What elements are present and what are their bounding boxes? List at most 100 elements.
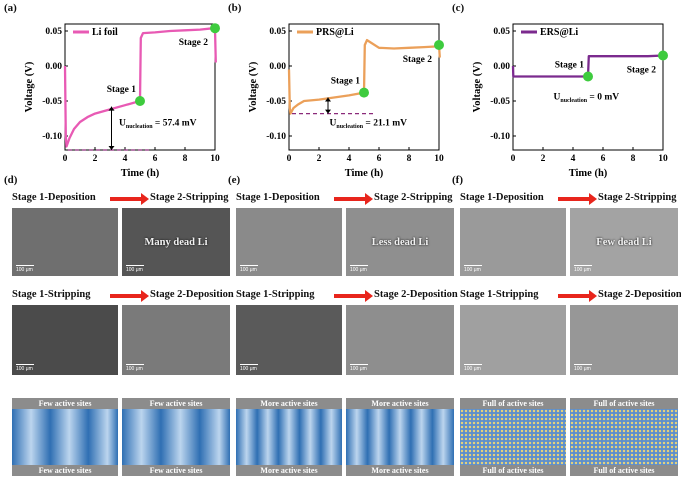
schematic-body bbox=[122, 409, 230, 465]
schematic-body bbox=[570, 409, 678, 465]
voltage-series-line bbox=[63, 27, 217, 148]
dead-li-caption: Few dead Li bbox=[596, 236, 652, 248]
legend-label: Li foil bbox=[92, 27, 118, 38]
nucleation-subscript: nucleation bbox=[336, 124, 363, 130]
legend-label: PRS@Li bbox=[316, 27, 354, 38]
sem-image-stripping-2: 100 μm bbox=[12, 305, 118, 375]
x-axis-title: Time (h) bbox=[569, 168, 608, 179]
schematic-bottom-band: More active sites bbox=[236, 465, 342, 476]
dead-li-caption: Less dead Li bbox=[371, 236, 429, 248]
nucleation-label: Unucleation = 0 mV bbox=[554, 93, 620, 105]
nucleation-u: U bbox=[554, 93, 561, 103]
y-tick-label: 0.00 bbox=[269, 62, 286, 72]
sem-image-stripping: Less dead Li 100 μm bbox=[346, 208, 454, 276]
x-tick-label: 8 bbox=[631, 154, 636, 164]
scale-bar: 100 μm bbox=[574, 265, 592, 273]
nucleation-arrow-head-up bbox=[108, 106, 115, 111]
y-axis-title: Voltage (V) bbox=[248, 61, 259, 112]
schematic-bottom-label: More active sites bbox=[260, 466, 318, 475]
stage-label-row2-right: Stage 2-Deposition bbox=[374, 289, 458, 300]
dead-li-caption: Many dead Li bbox=[144, 236, 208, 248]
x-tick-label: 10 bbox=[210, 154, 220, 164]
scale-bar: 100 μm bbox=[126, 364, 144, 372]
x-tick-label: 4 bbox=[123, 154, 128, 164]
nucleation-arrow-head-up bbox=[325, 97, 331, 102]
nucleation-arrow-head-down bbox=[108, 146, 115, 150]
schematic-bottom-band: Few active sites bbox=[122, 465, 230, 476]
red-arrow bbox=[558, 193, 597, 205]
sem-image-stripping: Many dead Li 100 μm bbox=[122, 208, 230, 276]
nucleation-subscript: nucleation bbox=[126, 124, 153, 130]
stage-1-label: Stage 1 bbox=[555, 61, 585, 71]
sem-image-deposition: 100 μm bbox=[12, 208, 118, 276]
voltage-chart-b-svg: 0 2 4 6 8 10 0.05 0.00 -0.05 -0.10 Time (h) Voltage… bbox=[248, 23, 444, 179]
schematic-bottom-band: More active sites bbox=[346, 465, 454, 476]
red-arrow bbox=[558, 290, 597, 302]
y-tick-label: 0.05 bbox=[45, 27, 62, 37]
schematic-bottom-label: Few active sites bbox=[149, 466, 203, 475]
x-tick-label: 0 bbox=[287, 154, 292, 164]
schematic-right: More active sites More active sites bbox=[346, 398, 454, 476]
schematic-top-band: Few active sites bbox=[12, 398, 118, 409]
panel-label-e: (e) bbox=[228, 174, 241, 186]
nucleation-value: = 0 mV bbox=[587, 93, 619, 103]
sem-column-f: Stage 1-Deposition Stage 2-Stripping 100… bbox=[458, 186, 681, 486]
schematic-right: Full of active sites Full of active site… bbox=[570, 398, 678, 476]
schematic-left: More active sites More active sites bbox=[236, 398, 342, 476]
panel-label-d: (d) bbox=[4, 174, 18, 186]
schematic-top-band: More active sites bbox=[346, 398, 454, 409]
stage-1-label: Stage 1 bbox=[331, 77, 361, 87]
schematic-top-label: Full of active sites bbox=[593, 399, 655, 408]
stage-label-row2-right: Stage 2-Deposition bbox=[150, 289, 234, 300]
schematic-top-label: Few active sites bbox=[149, 399, 203, 408]
schematic-bottom-band: Full of active sites bbox=[570, 465, 678, 476]
schematic-bottom-label: Full of active sites bbox=[482, 466, 544, 475]
y-tick-label: -0.10 bbox=[266, 132, 286, 142]
nucleation-label: Unucleation = 57.4 mV bbox=[119, 119, 197, 131]
schematic-top-band: Full of active sites bbox=[460, 398, 566, 409]
sem-image-deposition-2: 100 μm bbox=[570, 305, 678, 375]
stage-label-row2-left: Stage 1-Stripping bbox=[12, 289, 91, 300]
stage-label-row2-left: Stage 1-Stripping bbox=[236, 289, 315, 300]
y-tick-label: -0.05 bbox=[490, 97, 510, 107]
scale-bar: 100 μm bbox=[464, 265, 482, 273]
panel-label-f: (f) bbox=[452, 174, 463, 186]
x-tick-label: 0 bbox=[511, 154, 516, 164]
x-tick-label: 2 bbox=[541, 154, 546, 164]
scale-bar: 100 μm bbox=[240, 364, 258, 372]
scale-bar: 100 μm bbox=[574, 364, 592, 372]
stage-label-row1-left: Stage 1-Deposition bbox=[460, 192, 544, 203]
sem-column-e: Stage 1-Deposition Stage 2-Stripping 100… bbox=[234, 186, 458, 486]
panel-label-a: (a) bbox=[4, 2, 17, 14]
schematic-bottom-label: Few active sites bbox=[38, 466, 92, 475]
sem-image-stripping-2: 100 μm bbox=[236, 305, 342, 375]
schematic-body bbox=[346, 409, 454, 465]
schematic-body bbox=[12, 409, 118, 465]
y-tick-label: -0.05 bbox=[266, 97, 286, 107]
stage-2-label: Stage 2 bbox=[179, 38, 209, 48]
y-tick-label: -0.05 bbox=[42, 97, 62, 107]
red-arrow bbox=[110, 290, 149, 302]
stage-2-label: Stage 2 bbox=[403, 55, 433, 65]
x-tick-label: 2 bbox=[317, 154, 322, 164]
legend-label: ERS@Li bbox=[540, 27, 578, 38]
y-axis-title: Voltage (V) bbox=[472, 61, 483, 112]
stage-2-marker bbox=[210, 23, 220, 34]
y-tick-label: -0.10 bbox=[42, 132, 62, 142]
sem-image-stripping: Few dead Li 100 μm bbox=[570, 208, 678, 276]
schematic-top-label: Full of active sites bbox=[482, 399, 544, 408]
schematic-bottom-band: Few active sites bbox=[12, 465, 118, 476]
nucleation-label: Unucleation = 21.1 mV bbox=[330, 119, 408, 131]
sem-column-d: Stage 1-Deposition Stage 2-Stripping 100… bbox=[10, 186, 234, 486]
scale-bar: 100 μm bbox=[16, 364, 34, 372]
nucleation-value: = 21.1 mV bbox=[363, 119, 407, 129]
stage-label-row2-right: Stage 2-Deposition bbox=[598, 289, 681, 300]
schematic-body bbox=[460, 409, 566, 465]
x-tick-label: 4 bbox=[347, 154, 352, 164]
x-tick-label: 10 bbox=[658, 154, 668, 164]
sem-image-deposition: 100 μm bbox=[460, 208, 566, 276]
scale-bar: 100 μm bbox=[16, 265, 34, 273]
stage-label-row1-right: Stage 2-Stripping bbox=[598, 192, 677, 203]
nucleation-u: U bbox=[330, 119, 337, 129]
x-tick-label: 8 bbox=[183, 154, 188, 164]
